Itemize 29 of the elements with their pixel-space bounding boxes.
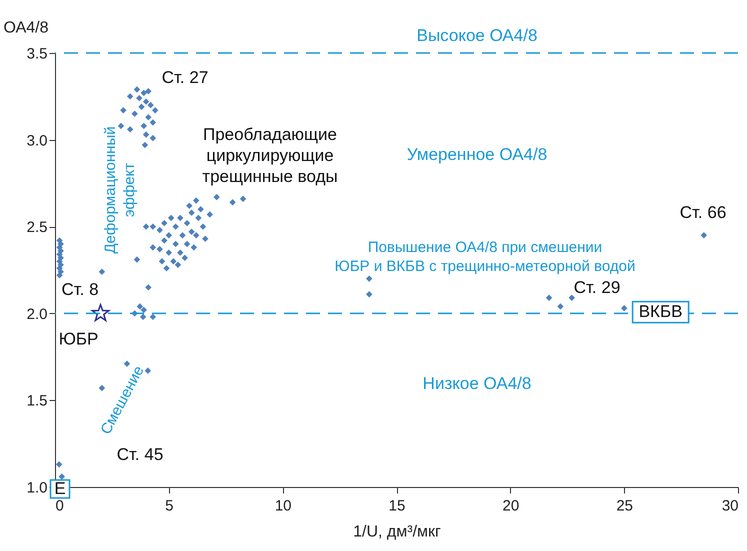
annotation: Ст. 8	[61, 280, 99, 299]
annotation: Умеренное ОА4/8	[406, 145, 548, 164]
annotation: Ст. 45	[116, 445, 164, 464]
text: Высокое ОА4/8	[416, 26, 538, 45]
x-tick-label: 15	[388, 498, 406, 514]
annotation: Ст. 27	[162, 68, 208, 87]
annotation: ВКБВ	[638, 302, 682, 322]
y-tick-label: 3.5	[26, 46, 48, 62]
annotation: Деформационный эффект	[102, 126, 138, 254]
y-tick-label: 1.0	[26, 480, 48, 496]
annotation: Ст. 29	[574, 278, 620, 297]
annotation: Е	[54, 479, 66, 498]
x-tick-label: 0	[56, 498, 64, 514]
x-tick-label: 5	[165, 498, 174, 514]
x-tick-label: 25	[616, 498, 634, 514]
series-label: ЮБР	[58, 329, 98, 348]
y-tick-label: 2.0	[26, 306, 48, 323]
annotation: Ст. 66	[680, 203, 726, 222]
y-tick-label: 2.5	[26, 219, 48, 236]
y-axis-title: ОА4/8	[4, 20, 49, 36]
annotation: Низкое ОА4/8	[422, 374, 532, 393]
x-tick-label: 30	[722, 498, 738, 514]
annotation: Преобладающие циркулирующие трещинные воды	[202, 125, 338, 186]
y-tick-label: 1.5	[26, 392, 48, 410]
y-tick-label: 3.0	[26, 132, 48, 150]
x-tick-label: 20	[502, 498, 520, 514]
annotation: Повышение ОА4/8 при смешении ЮБР и ВКБВ с трещинно-метеорной водой	[334, 239, 636, 275]
x-tick-label: 10	[274, 498, 292, 514]
x-axis-title: 1/U, дм³/мкг	[353, 524, 442, 540]
